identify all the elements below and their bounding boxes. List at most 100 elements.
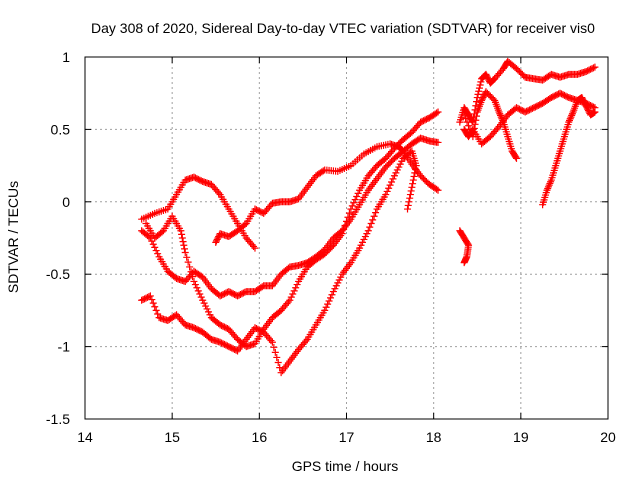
data-point [178, 234, 186, 242]
data-point [470, 124, 478, 132]
data-point [158, 228, 166, 236]
data-point [410, 172, 418, 180]
data-point [463, 118, 471, 126]
data-point [405, 198, 413, 206]
data-point [152, 306, 160, 314]
data-point [388, 178, 396, 186]
data-point [324, 300, 332, 308]
data-point [566, 116, 574, 124]
data-point [512, 154, 520, 162]
data-point [477, 78, 485, 86]
data-point [151, 303, 159, 311]
data-point [412, 162, 420, 170]
data-point [271, 348, 279, 356]
data-point [321, 306, 329, 314]
data-point [345, 209, 353, 217]
y-axis-label: SDTVAR / TECUs [5, 181, 21, 293]
data-point [215, 189, 223, 197]
data-point [194, 287, 202, 295]
data-point [566, 115, 574, 123]
data-point [460, 259, 468, 267]
data-point [496, 111, 504, 119]
data-point [354, 189, 362, 197]
x-tick-label: 17 [339, 429, 355, 445]
data-point [544, 185, 552, 193]
data-point [154, 310, 162, 318]
data-point [366, 223, 374, 231]
data-point [389, 175, 397, 183]
data-point [496, 110, 504, 118]
series-10 [539, 94, 599, 209]
data-point [341, 221, 349, 229]
data-point [497, 113, 505, 121]
data-point [347, 205, 355, 213]
data-point [369, 216, 377, 224]
data-point [251, 244, 259, 252]
data-point [189, 273, 197, 281]
data-point [149, 299, 157, 307]
data-point [591, 63, 599, 71]
data-point [404, 205, 412, 213]
series-9 [460, 88, 520, 162]
data-point [495, 108, 503, 116]
y-tick-label: -1.5 [46, 411, 70, 427]
data-point [343, 217, 350, 225]
x-axis-label: GPS time / hours [292, 458, 399, 474]
data-point [408, 183, 416, 191]
data-point [290, 287, 298, 295]
data-point [177, 227, 185, 235]
data-point [466, 125, 474, 133]
data-point [434, 138, 442, 146]
data-point [589, 103, 597, 111]
x-tick-label: 15 [164, 429, 180, 445]
chart-title: Day 308 of 2020, Sidereal Day-to-day VTE… [91, 20, 595, 36]
data-point [386, 181, 394, 189]
data-point [499, 116, 507, 124]
x-tick-label: 14 [77, 429, 93, 445]
y-tick-label: -1 [58, 339, 71, 355]
data-point [412, 165, 420, 173]
data-point [274, 359, 282, 367]
data-point [546, 179, 554, 187]
data-point [148, 296, 156, 304]
data-point [146, 292, 154, 300]
data-point [460, 111, 468, 119]
data-point [465, 122, 473, 130]
data-point [180, 241, 188, 249]
data-point [473, 112, 481, 120]
data-point [568, 111, 576, 119]
data-point [273, 353, 281, 361]
data-point [328, 291, 336, 299]
data-point [406, 194, 414, 202]
data-point [196, 290, 204, 298]
data-point [567, 113, 575, 121]
data-point [181, 248, 189, 256]
data-point [433, 185, 441, 193]
series-4 [142, 108, 442, 351]
data-point [411, 169, 419, 177]
data-point [370, 212, 378, 220]
data-point [351, 196, 359, 204]
data-point [338, 230, 346, 238]
data-point [547, 178, 555, 186]
data-point [471, 120, 479, 128]
data-point [268, 338, 276, 346]
data-point [544, 183, 552, 191]
data-point [325, 297, 333, 305]
data-point [289, 290, 297, 298]
data-point [565, 118, 573, 126]
data-point [322, 303, 330, 311]
data-point [327, 294, 335, 302]
data-point [353, 192, 361, 200]
data-point [241, 221, 249, 229]
x-tick-label: 20 [600, 429, 616, 445]
y-tick-label: 0.5 [51, 121, 71, 137]
data-point [154, 250, 162, 258]
data-point [543, 186, 551, 194]
data-point [187, 268, 195, 276]
x-tick-label: 18 [426, 429, 442, 445]
data-point [433, 109, 441, 117]
data-point [197, 293, 205, 301]
data-point [589, 64, 597, 72]
data-point [473, 98, 481, 106]
